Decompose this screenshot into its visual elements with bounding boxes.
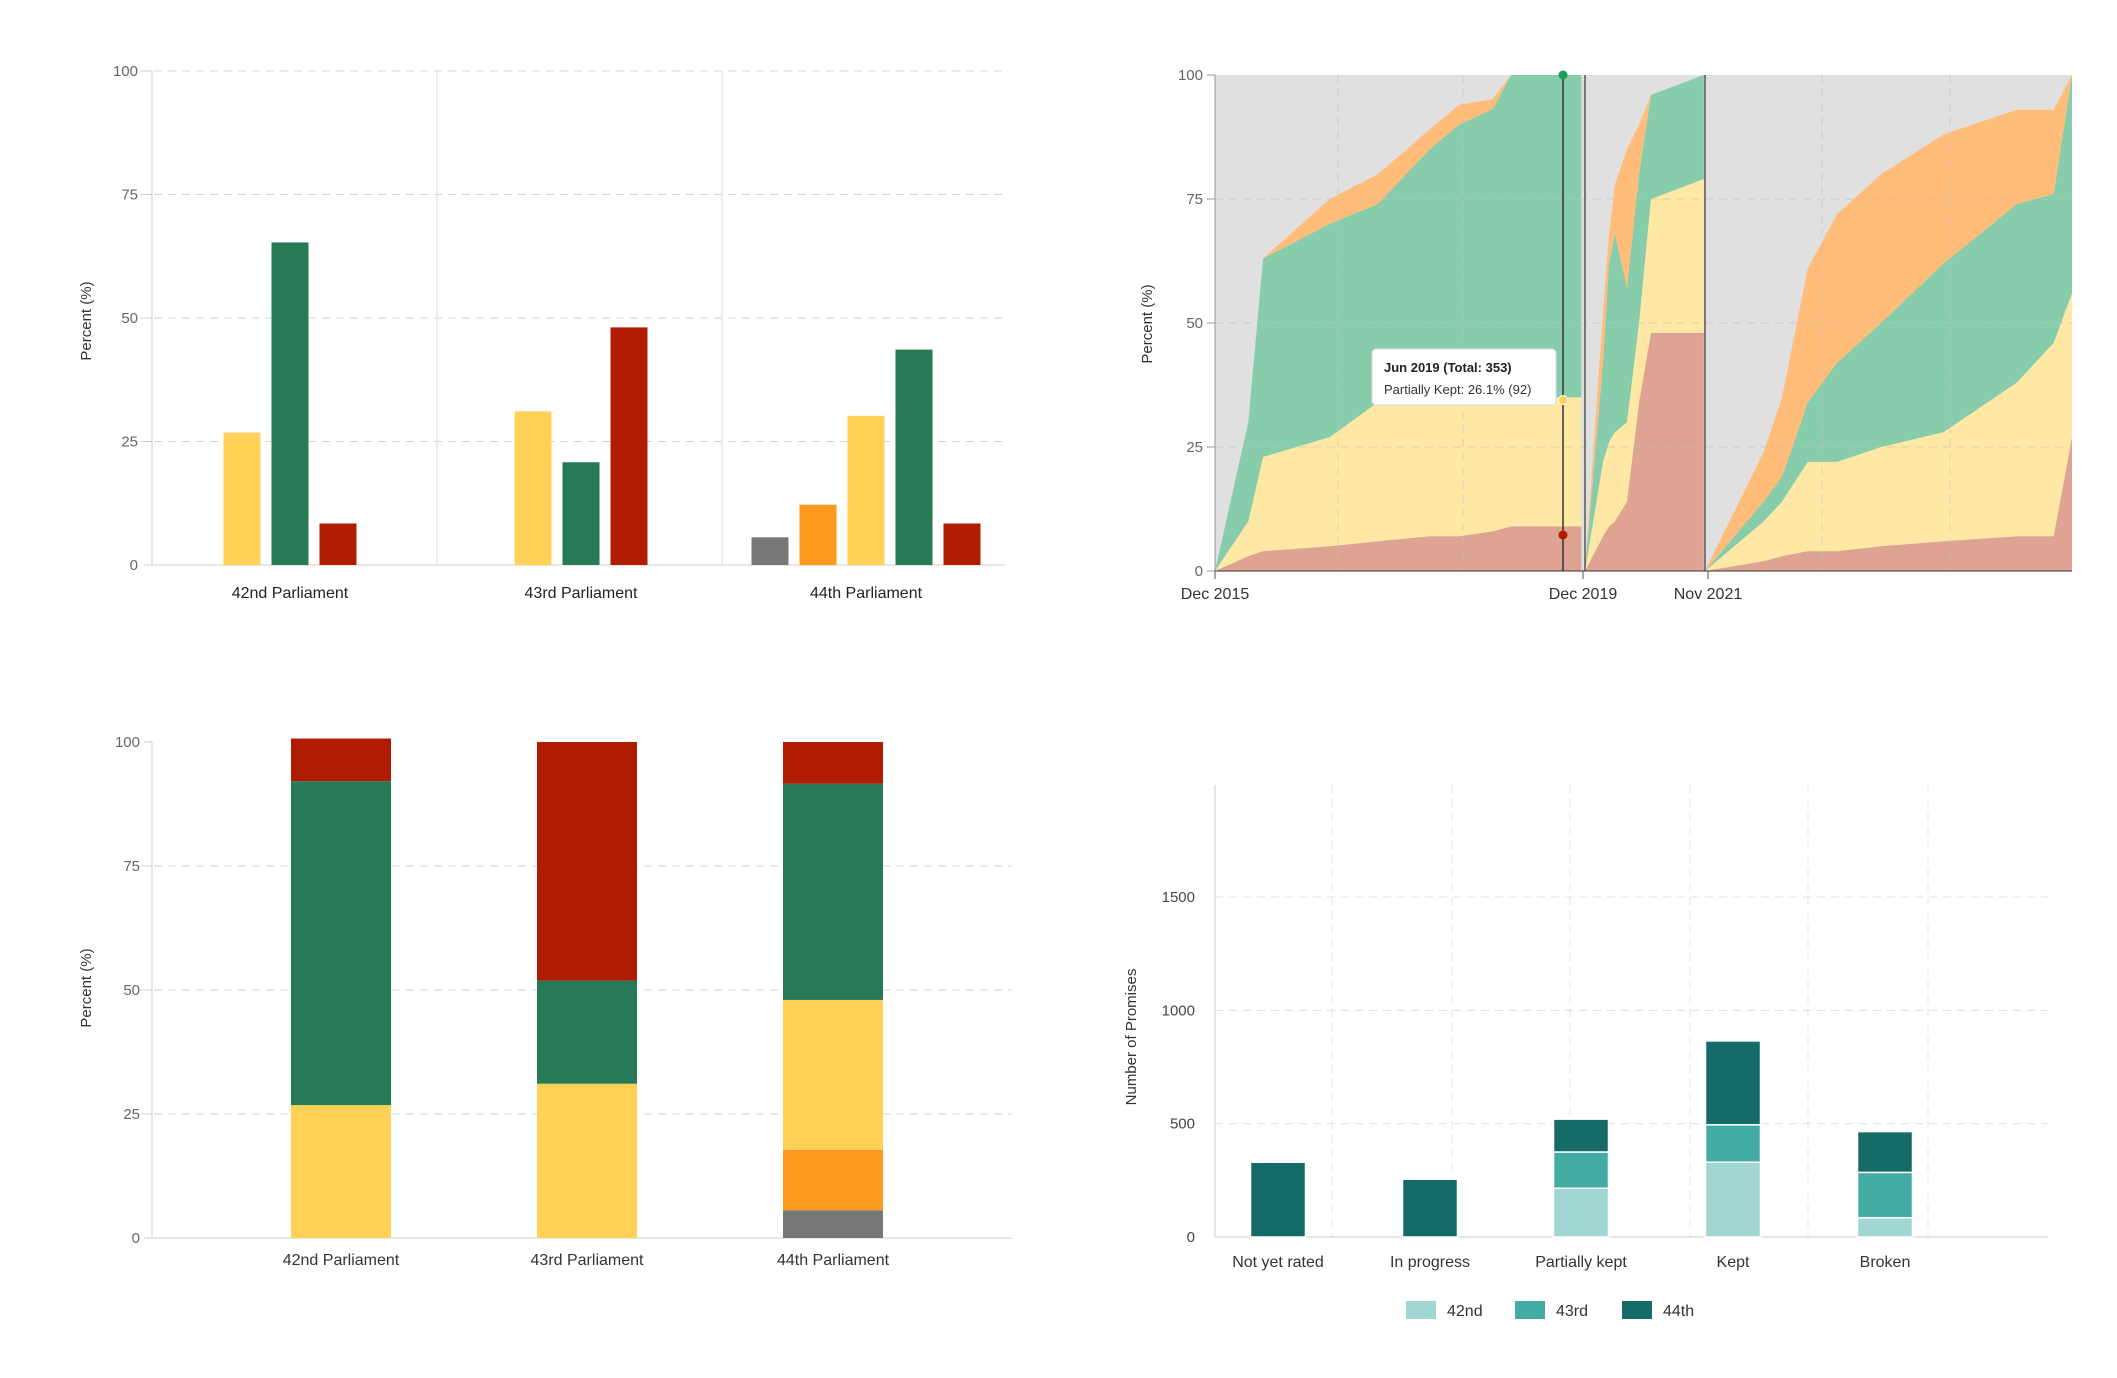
stack-kept (291, 781, 391, 1106)
bar-kept (895, 349, 933, 565)
stack-partially-kept (291, 1105, 391, 1238)
x-category-label: 42nd Parliament (283, 1252, 400, 1269)
bar-broken (943, 523, 981, 565)
x-category-label: 44th Parliament (777, 1252, 890, 1269)
legend-swatch-44th (1622, 1301, 1652, 1319)
y-tick-label: 0 (1187, 1229, 1195, 1246)
x-category-label: Kept (1717, 1254, 1750, 1271)
stack-segment-43rd (1552, 1151, 1610, 1190)
x-tick-label: Dec 2019 (1549, 586, 1618, 603)
y-tick-label: 75 (1186, 191, 1203, 208)
bar-in-progress (799, 504, 837, 565)
stack-segment-43rd (1704, 1124, 1762, 1163)
stack-segment-44th (1401, 1178, 1459, 1238)
y-tick-label: 100 (113, 63, 138, 80)
area-in-progress (1705, 75, 2072, 571)
stack-segment-42nd (1856, 1216, 1914, 1238)
count-bar-chart: 0 500 1000 1500 Number of Promises Not yet ra… (1123, 785, 2048, 1320)
bar-partially-kept (514, 411, 552, 565)
y-tick-label: 100 (1178, 67, 1203, 84)
y-tick-label: 25 (1186, 439, 1203, 456)
tooltip-body: Partially Kept: 26.1% (92) (1384, 382, 1531, 397)
bar-partially-kept (847, 415, 885, 565)
legend-label: 44th (1663, 1303, 1694, 1320)
y-tick-label: 75 (123, 858, 140, 875)
x-category-label: Partially kept (1535, 1254, 1627, 1271)
y-tick-label: 500 (1170, 1116, 1195, 1133)
area-in-progress (1215, 75, 1582, 571)
y-tick-label: 50 (1186, 315, 1203, 332)
x-category-label: 43rd Parliament (531, 1252, 645, 1269)
x-category-label: 42nd Parliament (232, 585, 349, 602)
x-tick-label: Dec 2015 (1181, 586, 1250, 603)
y-axis-title: Percent (%) (1139, 284, 1156, 363)
y-tick-label: 100 (115, 734, 140, 751)
stack-in-progress (783, 1149, 883, 1211)
stack-partially-kept (537, 1083, 637, 1238)
area-partially-kept (1705, 293, 2072, 571)
stack-broken (783, 742, 883, 784)
y-tick-label: 25 (123, 1106, 140, 1123)
bar-kept (271, 242, 309, 565)
area-broken (1215, 526, 1582, 571)
area-partially-kept (1215, 397, 1582, 571)
legend-swatch-43rd (1515, 1301, 1545, 1319)
legend-label: 42nd (1447, 1303, 1483, 1320)
stack-segment-42nd (1704, 1161, 1762, 1238)
y-tick-label: 1000 (1162, 1002, 1195, 1019)
bar-broken (319, 523, 357, 565)
stack-broken (537, 742, 637, 981)
y-axis-title: Number of Promises (1123, 969, 1140, 1106)
area-broken (1585, 332, 1704, 571)
y-tick-label: 50 (123, 982, 140, 999)
bar-partially-kept (223, 432, 261, 565)
stack-segment-44th (1856, 1130, 1914, 1174)
y-tick-label: 75 (121, 187, 138, 204)
x-category-label: In progress (1390, 1254, 1470, 1271)
stack-segment-44th (1704, 1040, 1762, 1126)
stack-broken (291, 738, 391, 782)
tooltip-box (1371, 348, 1557, 406)
bar-broken (610, 327, 648, 565)
legend-label: 43rd (1556, 1303, 1588, 1320)
hover-point-kept (1558, 70, 1568, 80)
stack-segment-44th (1249, 1161, 1307, 1238)
bar-not-yet_rated (751, 537, 789, 565)
x-category-label: 44th Parliament (810, 585, 923, 602)
x-category-label: 43rd Parliament (525, 585, 639, 602)
stack-segment-42nd (1552, 1187, 1610, 1238)
hover-point-broken (1558, 530, 1568, 540)
x-category-label: Broken (1860, 1254, 1911, 1271)
stacked-area-chart: 0 25 50 75 100 Percent (%) Dec 2015 Dec 2019 Nov… (1139, 67, 2072, 603)
hover-point-partially-kept (1558, 395, 1568, 405)
y-tick-label: 0 (1195, 563, 1203, 580)
y-tick-label: 25 (121, 434, 138, 451)
stack-segment-43rd (1856, 1171, 1914, 1219)
legend-swatch-42nd (1406, 1301, 1436, 1319)
stack-kept (537, 980, 637, 1084)
area-broken (1705, 437, 2072, 571)
bar-kept (562, 462, 600, 565)
tooltip-title: Jun 2019 (Total: 353) (1384, 360, 1512, 375)
stack-not-yet_rated (783, 1210, 883, 1238)
y-axis-title: Percent (%) (78, 281, 95, 360)
y-axis-title: Percent (%) (78, 948, 95, 1027)
grouped-bar-chart: 0 25 50 75 100 Percent (%) 42nd Parliament 43rd… (78, 63, 1005, 602)
y-tick-label: 1500 (1162, 889, 1195, 906)
stack-kept (783, 783, 883, 1000)
x-tick-label: Nov 2021 (1674, 586, 1743, 603)
y-tick-label: 0 (132, 1230, 140, 1247)
y-tick-label: 0 (130, 557, 138, 574)
y-tick-label: 50 (121, 310, 138, 327)
area-partially-kept (1585, 179, 1704, 571)
stack-partially-kept (783, 999, 883, 1150)
stack-segment-44th (1552, 1118, 1610, 1153)
x-category-label: Not yet rated (1232, 1254, 1324, 1271)
stacked-bar-chart: 0 25 50 75 100 Percent (%) 42nd Parliament 43rd… (78, 734, 1012, 1269)
